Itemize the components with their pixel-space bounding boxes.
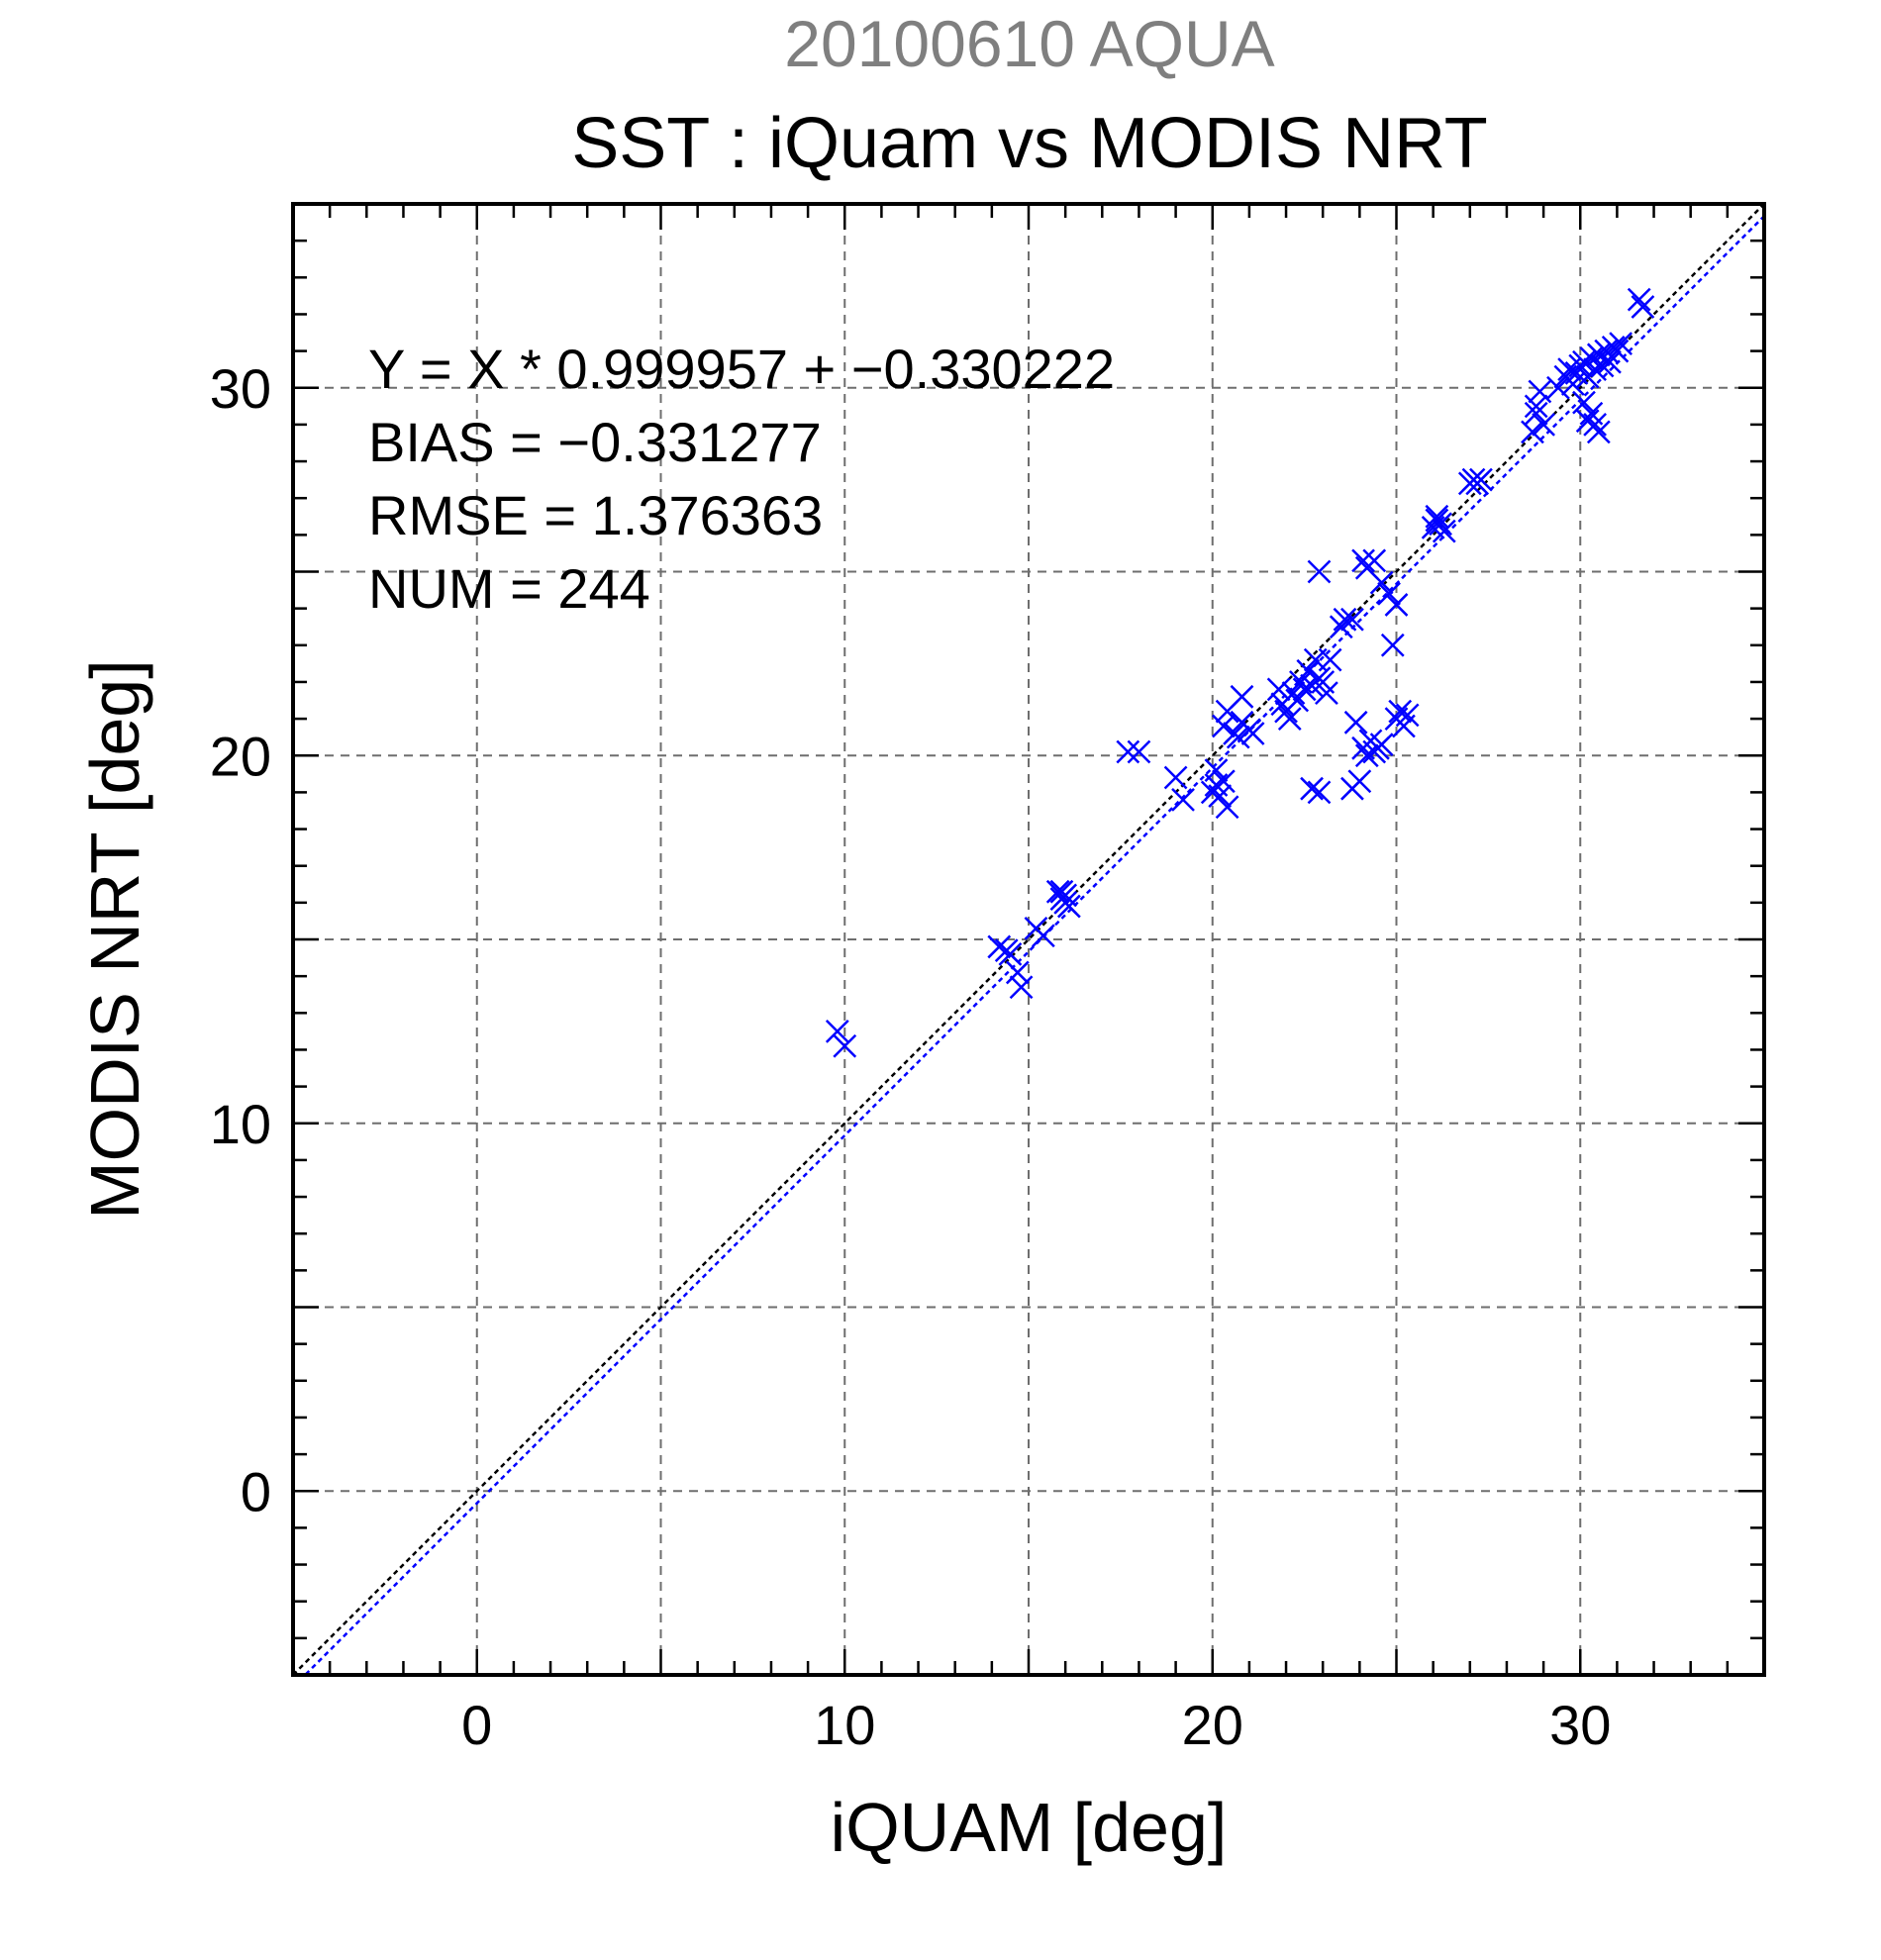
data-point — [1009, 975, 1034, 1000]
data-point — [1315, 681, 1338, 705]
data-point — [1208, 784, 1233, 808]
data-points — [825, 287, 1655, 1058]
data-point — [1343, 710, 1368, 735]
data-point — [1425, 508, 1449, 533]
data-point — [1307, 559, 1332, 584]
y-axis-label: MODIS NRT [deg] — [76, 659, 153, 1219]
data-point — [1598, 349, 1622, 374]
x-axis-label: iQUAM [deg] — [831, 1789, 1228, 1866]
data-point — [1395, 703, 1420, 728]
data-point — [1369, 570, 1394, 595]
stats-line: NUM = 244 — [368, 557, 650, 620]
y-tick-label: 0 — [241, 1460, 271, 1522]
data-point — [1377, 581, 1401, 606]
data-point — [1524, 401, 1548, 426]
data-point — [1605, 339, 1630, 363]
data-point — [1524, 394, 1548, 419]
data-point — [1586, 420, 1611, 444]
y-tick-label: 20 — [210, 725, 271, 787]
data-point — [825, 1019, 849, 1043]
data-point — [1266, 677, 1291, 702]
grid — [293, 204, 1764, 1675]
stats-line: Y = X * 0.999957 + −0.330222 — [368, 338, 1115, 400]
chart-supertitle: 20100610 AQUA — [784, 7, 1275, 80]
data-point — [1583, 413, 1607, 437]
y-tick-label: 10 — [210, 1093, 271, 1155]
tick-labels: 0 10 20 30 0 10 20 30 — [210, 357, 1612, 1756]
data-point — [1532, 413, 1555, 437]
data-point — [1546, 375, 1570, 400]
data-point — [1333, 607, 1357, 632]
data-point — [1380, 633, 1405, 657]
data-point — [1340, 607, 1364, 632]
data-point — [1230, 684, 1254, 709]
data-point — [1369, 733, 1394, 756]
x-tick-label: 0 — [461, 1694, 492, 1756]
data-point — [1362, 548, 1387, 573]
data-point — [1277, 707, 1302, 731]
data-point — [1521, 420, 1544, 444]
data-point — [1307, 780, 1332, 805]
data-point — [1351, 548, 1375, 573]
data-point — [1045, 879, 1070, 904]
data-point — [1212, 714, 1236, 738]
data-point — [1425, 504, 1449, 529]
data-point — [1631, 295, 1655, 319]
data-point — [1384, 593, 1409, 617]
x-tick-label: 30 — [1549, 1694, 1611, 1756]
data-point — [1347, 769, 1372, 794]
data-point — [1171, 787, 1195, 812]
data-point — [1388, 699, 1413, 724]
data-point — [1200, 780, 1225, 805]
x-tick-label: 20 — [1182, 1694, 1243, 1756]
data-point — [1226, 725, 1250, 749]
data-point — [1583, 357, 1607, 382]
stats-line: RMSE = 1.376363 — [368, 484, 823, 546]
x-tick-label: 10 — [814, 1694, 875, 1756]
data-point — [1031, 924, 1055, 948]
data-point — [1240, 722, 1265, 745]
axis-ticks — [291, 202, 1766, 1677]
data-point — [1572, 390, 1596, 415]
data-point — [1049, 879, 1074, 904]
data-point — [1163, 765, 1188, 790]
data-point — [1296, 658, 1321, 683]
data-point — [1528, 379, 1552, 404]
stats-annotation: Y = X * 0.999957 + −0.330222 BIAS = −0.33… — [368, 338, 1115, 620]
data-point — [1572, 349, 1596, 374]
data-point — [998, 941, 1023, 966]
stats-line: BIAS = −0.331277 — [368, 411, 822, 473]
data-point — [1609, 332, 1633, 356]
data-point — [1127, 739, 1151, 764]
data-point — [1432, 519, 1456, 543]
data-point — [1318, 647, 1342, 672]
data-point — [1627, 287, 1651, 312]
data-point — [987, 934, 1012, 959]
y-tick-label: 30 — [210, 357, 271, 420]
data-point — [1005, 960, 1030, 985]
data-point — [1300, 776, 1324, 801]
chart-title: SST : iQuam vs MODIS NRT — [571, 104, 1488, 183]
data-point — [1465, 471, 1490, 496]
data-point — [1292, 677, 1317, 702]
data-point — [1116, 739, 1140, 764]
data-point — [1329, 615, 1353, 639]
data-point — [833, 1033, 857, 1058]
data-point — [1354, 743, 1379, 768]
